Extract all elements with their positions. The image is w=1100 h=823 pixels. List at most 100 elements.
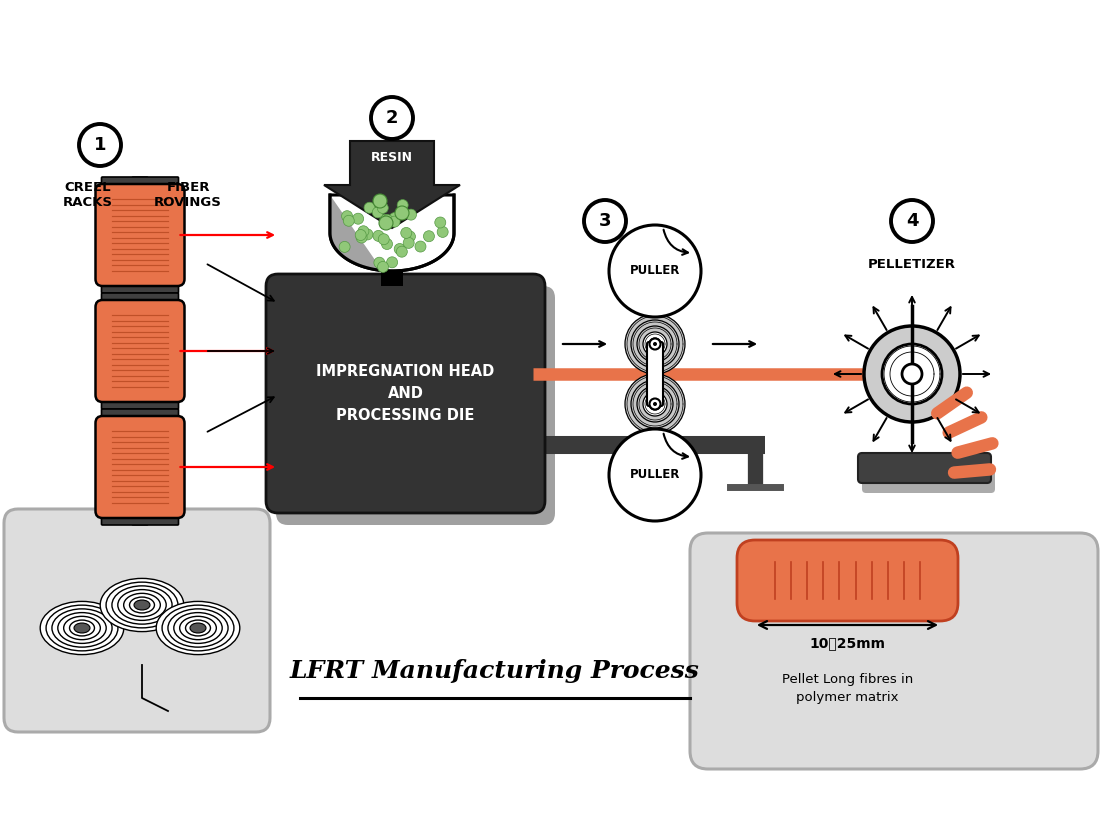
Ellipse shape — [644, 392, 667, 416]
Circle shape — [382, 239, 393, 249]
Circle shape — [653, 402, 657, 406]
Ellipse shape — [637, 386, 673, 422]
FancyBboxPatch shape — [276, 286, 556, 525]
Ellipse shape — [625, 374, 685, 434]
Circle shape — [404, 237, 415, 249]
Polygon shape — [330, 195, 454, 271]
Text: PULLER: PULLER — [630, 264, 680, 277]
Ellipse shape — [190, 623, 206, 633]
Text: PULLER: PULLER — [630, 468, 680, 481]
Circle shape — [389, 212, 400, 224]
FancyBboxPatch shape — [101, 409, 178, 420]
Circle shape — [353, 213, 364, 224]
Ellipse shape — [69, 620, 95, 636]
Text: Pellet Long fibres in
polymer matrix: Pellet Long fibres in polymer matrix — [782, 672, 913, 704]
FancyBboxPatch shape — [101, 514, 178, 525]
FancyBboxPatch shape — [132, 293, 148, 409]
Circle shape — [378, 234, 389, 244]
Ellipse shape — [649, 398, 661, 410]
Ellipse shape — [130, 597, 154, 613]
Circle shape — [394, 244, 405, 254]
Ellipse shape — [162, 605, 234, 651]
Ellipse shape — [625, 314, 685, 374]
Circle shape — [373, 230, 384, 241]
Text: RESIN: RESIN — [371, 151, 412, 164]
Ellipse shape — [46, 605, 118, 651]
Circle shape — [362, 229, 373, 240]
Circle shape — [400, 227, 411, 239]
FancyBboxPatch shape — [96, 184, 185, 286]
Ellipse shape — [156, 602, 240, 654]
Ellipse shape — [644, 332, 667, 356]
Circle shape — [397, 200, 408, 211]
Polygon shape — [330, 195, 383, 271]
FancyBboxPatch shape — [862, 467, 996, 493]
Circle shape — [649, 398, 660, 410]
Circle shape — [609, 429, 701, 521]
Ellipse shape — [134, 600, 150, 610]
FancyBboxPatch shape — [96, 416, 185, 518]
Circle shape — [406, 209, 417, 220]
FancyBboxPatch shape — [690, 533, 1098, 769]
Ellipse shape — [52, 609, 112, 647]
Text: 3: 3 — [598, 212, 612, 230]
Polygon shape — [324, 141, 460, 228]
Ellipse shape — [179, 616, 217, 639]
Ellipse shape — [191, 624, 205, 632]
Circle shape — [415, 241, 426, 252]
Circle shape — [396, 246, 407, 257]
Circle shape — [355, 230, 366, 240]
Ellipse shape — [118, 589, 166, 621]
Circle shape — [374, 258, 385, 268]
Text: IMPREGNATION HEAD
AND
PROCESSING DIE: IMPREGNATION HEAD AND PROCESSING DIE — [317, 364, 495, 423]
Text: 1: 1 — [94, 136, 107, 154]
Circle shape — [342, 211, 353, 221]
Polygon shape — [381, 271, 403, 286]
FancyBboxPatch shape — [101, 177, 178, 188]
Ellipse shape — [100, 579, 184, 631]
Circle shape — [386, 257, 397, 267]
Circle shape — [649, 338, 660, 350]
Circle shape — [364, 202, 375, 213]
Circle shape — [424, 230, 434, 242]
FancyBboxPatch shape — [101, 282, 178, 293]
Circle shape — [434, 217, 446, 228]
Circle shape — [902, 364, 922, 384]
Circle shape — [395, 206, 409, 220]
FancyBboxPatch shape — [96, 300, 185, 402]
Circle shape — [382, 215, 393, 226]
FancyBboxPatch shape — [101, 398, 178, 409]
FancyBboxPatch shape — [647, 342, 663, 406]
Ellipse shape — [649, 338, 661, 350]
Circle shape — [379, 216, 393, 230]
FancyBboxPatch shape — [858, 453, 991, 483]
Ellipse shape — [631, 320, 679, 368]
Text: CREEL
RACKS: CREEL RACKS — [63, 181, 113, 209]
Circle shape — [377, 202, 388, 213]
FancyBboxPatch shape — [4, 509, 269, 732]
Text: 4: 4 — [905, 212, 918, 230]
Ellipse shape — [64, 616, 100, 639]
Ellipse shape — [864, 326, 960, 422]
Circle shape — [343, 216, 354, 226]
Ellipse shape — [637, 326, 673, 362]
FancyBboxPatch shape — [737, 540, 958, 621]
Circle shape — [437, 226, 448, 237]
Text: 2: 2 — [386, 109, 398, 127]
Circle shape — [358, 226, 368, 237]
Ellipse shape — [135, 601, 149, 609]
Circle shape — [379, 214, 390, 226]
Text: LFRT Manufacturing Process: LFRT Manufacturing Process — [290, 659, 700, 683]
FancyBboxPatch shape — [101, 293, 178, 304]
Circle shape — [609, 225, 701, 317]
Ellipse shape — [168, 609, 228, 647]
Circle shape — [373, 194, 387, 208]
Text: FIBER
ROVINGS: FIBER ROVINGS — [154, 181, 222, 209]
FancyBboxPatch shape — [266, 274, 544, 513]
Ellipse shape — [58, 612, 107, 644]
Text: 10～25mm: 10～25mm — [810, 636, 886, 650]
Ellipse shape — [186, 620, 210, 636]
Circle shape — [389, 216, 400, 227]
Circle shape — [405, 231, 416, 242]
Ellipse shape — [74, 623, 90, 633]
